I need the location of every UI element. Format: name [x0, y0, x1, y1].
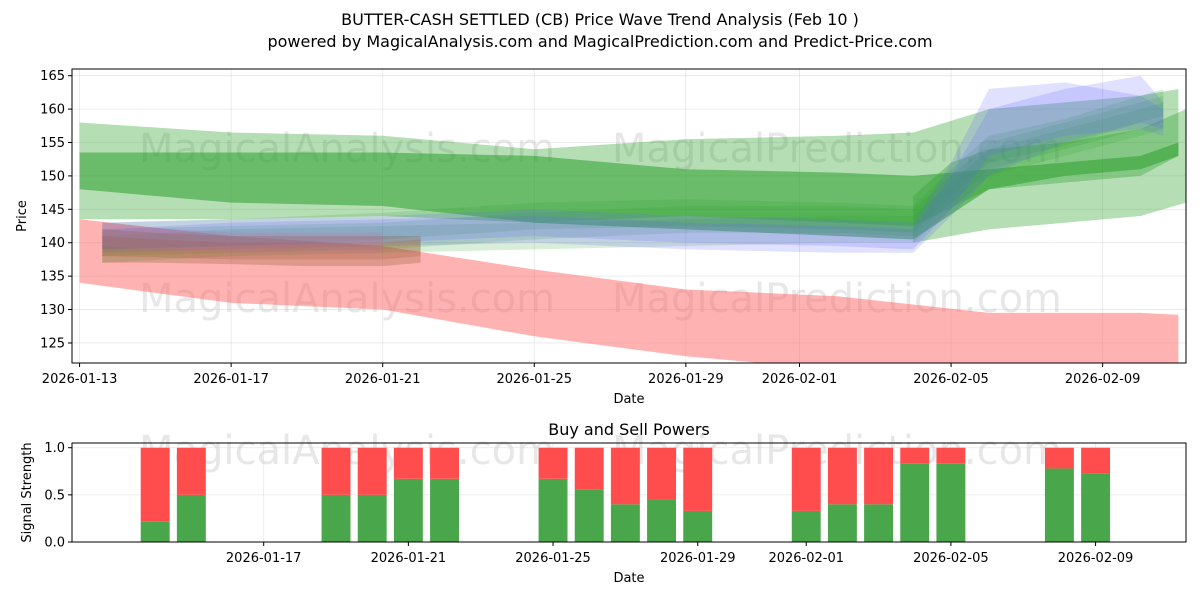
wave-bands [79, 75, 1186, 363]
wave-band-green-main [79, 142, 1179, 240]
sell-bar [683, 447, 713, 511]
chart-title-line2: powered by MagicalAnalysis.com and Magic… [267, 32, 932, 51]
sell-bar [1081, 447, 1111, 474]
wave-band-green-trend-2 [102, 95, 1164, 257]
top-x-tick-label: 2026-02-09 [1065, 372, 1141, 387]
sell-bar [791, 447, 821, 511]
sell-bar [936, 447, 966, 464]
top-x-tick-label: 2026-02-01 [762, 372, 838, 387]
bottom-y-tick-label: 0.0 [44, 536, 65, 551]
wave-band-green-late [913, 109, 1186, 243]
bottom-axes-frame [71, 442, 1187, 543]
buy-bar [140, 521, 170, 542]
buy-bar [864, 504, 894, 542]
buy-bar [1081, 473, 1111, 542]
buy-sell-panel: Buy and Sell PowersMagicalAnalysis.comMa… [20, 420, 1187, 586]
buy-bar [1044, 468, 1074, 542]
top-y-tick-label: 155 [40, 136, 65, 151]
buy-bar [430, 478, 460, 542]
sell-bar [647, 447, 677, 500]
top-y-tick-label: 145 [40, 203, 65, 218]
top-y-tick-label: 135 [40, 270, 65, 285]
buy-bar [827, 504, 857, 542]
bottom-x-tick-label: 2026-01-21 [371, 551, 447, 566]
sell-bar [900, 447, 930, 464]
bottom-x-tick-label: 2026-02-05 [913, 551, 989, 566]
buy-bar [574, 489, 604, 542]
bottom-x-tick-label: 2026-02-01 [768, 551, 844, 566]
sell-bar [1044, 447, 1074, 469]
sell-bar [538, 447, 568, 479]
bottom-x-tick-label: 2026-01-25 [515, 551, 591, 566]
price-wave-panel: MagicalAnalysis.com MagicalPrediction.com… [15, 68, 1187, 407]
sell-bar [610, 447, 640, 505]
sell-bar [140, 447, 170, 522]
wave-band-brown-short [102, 229, 421, 267]
buy-bar [647, 499, 677, 542]
top-y-tick-label: 160 [40, 103, 65, 118]
top-x-tick-label: 2026-01-17 [193, 372, 269, 387]
buy-bar [900, 463, 930, 542]
chart-title-line1: BUTTER-CASH SETTLED (CB) Price Wave Tren… [341, 10, 859, 29]
sell-bar [357, 447, 387, 495]
top-y-tick-label: 125 [40, 336, 65, 351]
bottom-y-tick-label: 1.0 [44, 441, 65, 456]
buy-bar [321, 494, 351, 542]
top-x-tick-label: 2026-01-29 [648, 372, 724, 387]
top-y-tick-label: 165 [40, 69, 65, 84]
bottom-chart-title: Buy and Sell Powers [548, 420, 710, 439]
buy-bar [538, 478, 568, 542]
bottom-x-tick-label: 2026-01-17 [226, 551, 302, 566]
wave-band-red [79, 219, 1179, 363]
top-x-tick-label: 2026-02-05 [913, 372, 989, 387]
wave-band-green-trend-1 [102, 102, 1164, 263]
buy-bar [791, 510, 821, 542]
top-y-tick-label: 150 [40, 169, 65, 184]
buy-bar [610, 504, 640, 542]
top-y-axis-label: Price [15, 200, 30, 232]
bottom-x-axis-label: Date [613, 571, 644, 586]
top-y-tick-label: 140 [40, 236, 65, 251]
bottom-x-tick-label: 2026-02-09 [1058, 551, 1134, 566]
buy-bar [357, 494, 387, 542]
top-x-tick-label: 2026-01-25 [496, 372, 572, 387]
wave-band-blue-trend-1 [102, 82, 1164, 250]
watermark-text: MagicalPrediction.com [612, 126, 1062, 172]
bottom-y-tick-label: 0.5 [44, 488, 65, 503]
sell-bar [827, 447, 857, 505]
wave-band-green-trend-3 [102, 89, 1164, 250]
top-axes-frame [71, 68, 1187, 364]
sell-bar [393, 447, 423, 479]
buy-bar [936, 463, 966, 542]
top-y-tick-label: 130 [40, 303, 65, 318]
buy-bar [683, 510, 713, 542]
sell-bar [864, 447, 894, 505]
sell-bar [430, 447, 460, 479]
buy-bar [393, 478, 423, 542]
top-x-tick-label: 2026-01-21 [345, 372, 421, 387]
sell-bar [574, 447, 604, 490]
wave-band-blue-trend-2 [102, 75, 1164, 253]
sell-bar [176, 447, 206, 495]
top-x-tick-label: 2026-01-13 [42, 372, 118, 387]
wave-band-brown-short-2 [102, 236, 421, 260]
bottom-x-tick-label: 2026-01-29 [660, 551, 736, 566]
bottom-y-axis-label: Signal Strength [20, 442, 35, 542]
top-x-axis-label: Date [613, 392, 644, 407]
wave-band-pink-short [102, 222, 383, 253]
sell-bar [321, 447, 351, 495]
buy-bar [176, 494, 206, 542]
